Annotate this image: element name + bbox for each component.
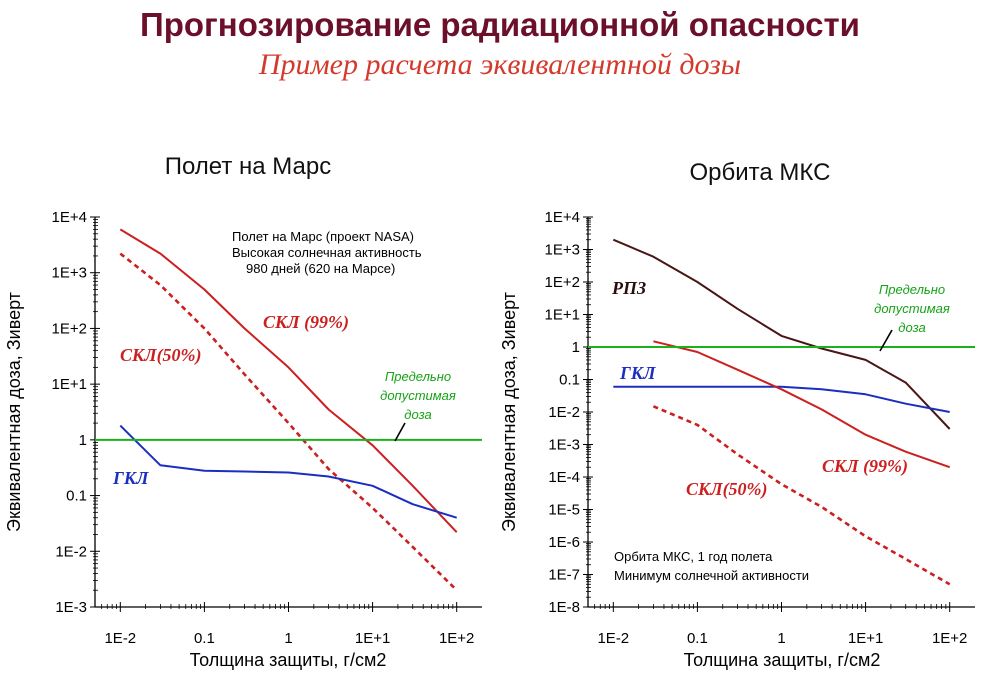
page-title: Прогнозирование радиационной опасности <box>140 6 860 43</box>
chart2-limit-label-line: доза <box>898 320 925 335</box>
chart2-series-line-4 <box>652 405 951 586</box>
chart2-y-tick-label: 1E-6 <box>548 534 580 551</box>
chart1-x-axis-label: Толщина защиты, г/см2 <box>190 650 387 670</box>
chart2-series-label: СКЛ(50%) <box>686 479 768 500</box>
chart1-x-tick-label: 1E+1 <box>355 630 390 647</box>
chart2-y-tick-label: 1E-8 <box>548 599 580 616</box>
chart2-x-tick-label: 0.1 <box>687 630 708 647</box>
chart2-y-tick-label: 1E-4 <box>548 469 580 486</box>
chart2-title: Орбита МКС <box>690 159 831 186</box>
chart1-series-label: СКЛ (99%) <box>263 312 349 333</box>
chart1-y-tick-label: 1E+2 <box>52 320 87 337</box>
page-subtitle: Пример расчета эквивалентной дозы <box>258 48 742 81</box>
chart1-y-tick-label: 1E+1 <box>52 376 87 393</box>
chart1-y-tick-label: 1E-2 <box>55 543 87 560</box>
chart1-annotation-line: 980 дней (620 на Марсе) <box>246 261 395 276</box>
chart1-series-label: ГКЛ <box>112 468 149 488</box>
chart2-y-tick-label: 1E-5 <box>548 502 580 519</box>
chart1-x-tick-label: 0.1 <box>194 630 215 647</box>
chart1-series-label: СКЛ(50%) <box>120 345 202 366</box>
chart1-series-line-2 <box>119 252 458 592</box>
chart2-annotation-line: Орбита МКС, 1 год полета <box>614 549 773 564</box>
chart2-y-tick-label: 1E+4 <box>545 209 580 226</box>
chart2-y-tick-label: 1E-7 <box>548 567 580 584</box>
chart2-x-axis-label: Толщина защиты, г/см2 <box>684 650 881 670</box>
chart2-series-line-2 <box>613 385 950 413</box>
chart2-y-tick-label: 1E-2 <box>548 404 580 421</box>
chart1-annotation-line: Полет на Марс (проект NASA) <box>232 229 414 244</box>
chart1-y-tick-label: 0.1 <box>66 488 87 505</box>
chart2-x-tick-label: 1 <box>777 630 785 647</box>
chart2-y-tick-label: 1E+1 <box>545 307 580 324</box>
chart1-title: Полет на Марс <box>165 153 332 180</box>
chart2-series-label: РПЗ <box>611 278 646 298</box>
chart2-annotation-line: Минимум солнечной активности <box>614 568 809 583</box>
chart2-y-tick-label: 0.1 <box>559 372 580 389</box>
chart2-series-label: ГКЛ <box>619 363 656 383</box>
chart1-limit-label-line: допустимая <box>380 388 456 403</box>
chart1-x-tick-label: 1 <box>284 630 292 647</box>
chart2-limit-label-line: Предельно <box>879 282 945 297</box>
chart2-y-tick-label: 1E+3 <box>545 242 580 259</box>
chart1-y-tick-label: 1E-3 <box>55 599 87 616</box>
chart1-y-tick-label: 1 <box>79 432 87 449</box>
chart2-series-label: СКЛ (99%) <box>822 456 908 477</box>
chart2-series-line-3 <box>653 340 951 469</box>
chart1-x-tick-label: 1E-2 <box>104 630 136 647</box>
chart1-y-tick-label: 1E+4 <box>52 209 87 226</box>
chart1-series-line-3 <box>119 424 457 519</box>
chart2-x-tick-label: 1E+1 <box>848 630 883 647</box>
chart1-limit-pointer <box>394 422 406 442</box>
chart1-annotation-line: Высокая солнечная активность <box>232 245 422 260</box>
chart2-y-axis-label: Эквивалентная доза, Зиверт <box>499 292 519 532</box>
chart2-series-line-1 <box>612 238 951 430</box>
chart1-y-tick-label: 1E+3 <box>52 265 87 282</box>
chart2-limit-pointer <box>879 329 893 352</box>
chart2-y-tick-label: 1 <box>572 339 580 356</box>
chart2-x-tick-label: 1E-2 <box>597 630 629 647</box>
chart1-limit-label-line: доза <box>404 407 431 422</box>
chart1-series-line-1 <box>119 228 458 533</box>
chart1-x-tick-label: 1E+2 <box>439 630 474 647</box>
chart2-y-tick-label: 1E-3 <box>548 437 580 454</box>
chart1-y-axis-label: Эквивалентная доза, Зиверт <box>4 292 24 532</box>
chart1-limit-label-line: Предельно <box>385 369 451 384</box>
chart2-limit-label-line: допустимая <box>874 301 950 316</box>
chart2-y-tick-label: 1E+2 <box>545 274 580 291</box>
chart2-x-tick-label: 1E+2 <box>932 630 967 647</box>
